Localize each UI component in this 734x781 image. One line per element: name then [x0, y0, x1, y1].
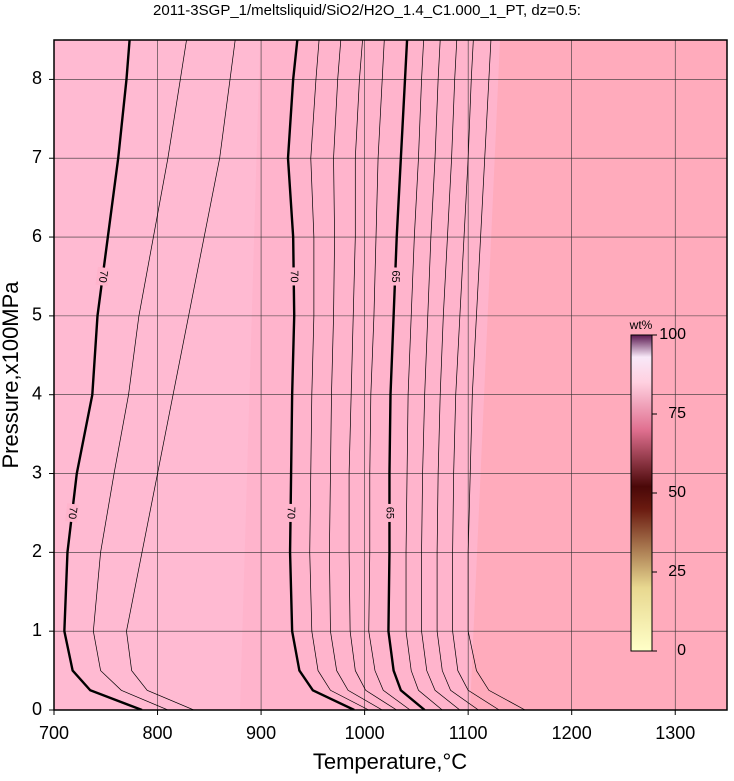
contour-label: 70 [66, 506, 79, 520]
contour-label: 70 [285, 507, 297, 519]
colorbar-tick-label: 75 [668, 405, 686, 422]
contour-line [387, 40, 426, 710]
colorbar-tick-label: 100 [659, 326, 686, 343]
contour-label-bg [284, 503, 297, 523]
contour-line [436, 40, 479, 710]
contour-line [348, 40, 397, 710]
contour-line [405, 40, 443, 710]
y-axis-label: Pressure,x100MPa [0, 281, 23, 469]
x-tick-label: 1000 [345, 723, 385, 743]
contour-label-bg [388, 267, 402, 286]
colorbar-tick-label: 50 [668, 484, 686, 501]
x-tick-label: 900 [246, 723, 276, 743]
y-tick-label: 1 [32, 620, 42, 640]
contour-label: 70 [288, 270, 300, 282]
y-tick-label: 7 [32, 147, 42, 167]
chart-title: 2011-3SGP_1/meltsliquid/SiO2/H2O_1.4_C1.… [153, 2, 581, 19]
y-tick-label: 0 [32, 699, 42, 719]
contour-label: 65 [384, 507, 396, 519]
x-tick-label: 800 [143, 723, 173, 743]
colorbar [630, 334, 653, 652]
plot-frame [53, 39, 728, 711]
x-tick-label: 700 [39, 723, 69, 743]
colorbar-tick-label: 0 [677, 642, 686, 659]
contour-line [92, 40, 187, 710]
colorbar-tick-label: 25 [668, 563, 686, 580]
contour-line [329, 40, 383, 710]
y-tick-label: 8 [32, 68, 42, 88]
contour-line [309, 40, 369, 710]
contour-line [368, 40, 411, 710]
plot-shading [54, 40, 260, 710]
x-tick-label: 1100 [449, 723, 488, 743]
y-tick-label: 3 [32, 462, 42, 482]
x-tick-label: 1200 [552, 723, 592, 743]
colorbar-label: wt% [629, 318, 653, 332]
contour-label-bg [95, 266, 110, 287]
contour-line [467, 40, 526, 710]
contour-label-bg [383, 503, 396, 522]
contour-label-bg [65, 503, 80, 523]
y-tick-label: 5 [32, 305, 42, 325]
y-tick-label: 6 [32, 226, 42, 246]
contour-line [126, 40, 236, 710]
contour-label: 70 [96, 270, 109, 284]
y-tick-label: 4 [32, 383, 42, 403]
contour-line [63, 40, 143, 710]
x-tick-label: 1300 [655, 723, 695, 743]
contour-label-bg [287, 267, 300, 286]
y-tick-label: 2 [32, 541, 42, 561]
x-axis-label: Temperature,°C [313, 749, 467, 774]
contour-label: 65 [389, 270, 401, 283]
contour-line [421, 40, 461, 710]
contour-line [452, 40, 500, 710]
contour-line [286, 40, 355, 710]
contours: 70 70 70 70 65 65 [63, 40, 526, 710]
